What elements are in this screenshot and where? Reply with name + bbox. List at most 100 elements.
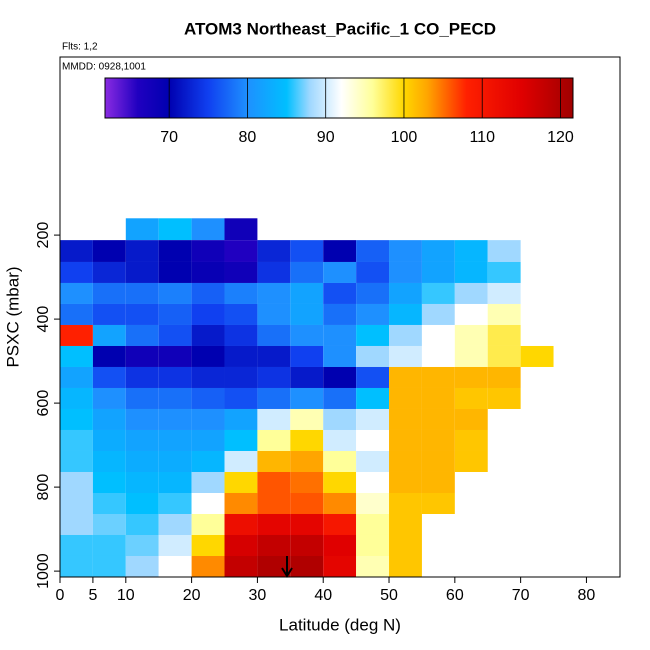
heat-cell bbox=[356, 324, 390, 346]
heat-cell bbox=[257, 345, 291, 367]
heat-cell bbox=[421, 345, 455, 367]
heat-cell bbox=[60, 555, 93, 577]
x-tick-label: 0 bbox=[56, 587, 65, 604]
heat-cell bbox=[323, 492, 357, 514]
heat-cell bbox=[323, 450, 357, 472]
heat-cell bbox=[92, 534, 126, 556]
heat-cell bbox=[257, 303, 291, 325]
heat-cell bbox=[323, 513, 357, 535]
heat-cell bbox=[92, 471, 126, 493]
y-tick-label: 1000 bbox=[35, 553, 52, 589]
heat-cell bbox=[421, 408, 455, 430]
heat-cell bbox=[421, 240, 455, 262]
heat-cell bbox=[389, 240, 422, 262]
heat-cell bbox=[224, 387, 258, 409]
heat-cell bbox=[92, 261, 126, 283]
heat-cell bbox=[356, 471, 390, 493]
heat-cell bbox=[389, 429, 422, 451]
heat-cell bbox=[323, 240, 357, 262]
heat-cell bbox=[92, 513, 126, 535]
heat-cell bbox=[224, 450, 258, 472]
heat-cell bbox=[60, 471, 93, 493]
heat-cell bbox=[125, 471, 159, 493]
heat-cell bbox=[290, 240, 324, 262]
heat-cell bbox=[389, 366, 422, 388]
heat-cell bbox=[158, 534, 192, 556]
heat-cell bbox=[224, 324, 258, 346]
heat-cell bbox=[191, 345, 225, 367]
heat-cell bbox=[454, 387, 488, 409]
heat-cell bbox=[421, 303, 455, 325]
heat-cell bbox=[487, 366, 521, 388]
heat-cell bbox=[290, 408, 324, 430]
heat-cell bbox=[290, 492, 324, 514]
heat-cell bbox=[356, 408, 390, 430]
heat-cell bbox=[158, 282, 192, 304]
heat-cell bbox=[60, 450, 93, 472]
heat-cell bbox=[421, 492, 455, 514]
heat-cell bbox=[290, 366, 324, 388]
heat-cell bbox=[421, 429, 455, 451]
heat-cell bbox=[487, 240, 521, 262]
heat-cell bbox=[290, 429, 324, 451]
heatmap bbox=[60, 218, 554, 577]
heat-cell bbox=[356, 282, 390, 304]
heat-cell bbox=[454, 429, 488, 451]
heat-cell bbox=[92, 555, 126, 577]
heat-cell bbox=[191, 240, 225, 262]
heat-cell bbox=[125, 429, 159, 451]
y-tick-label: 800 bbox=[35, 474, 52, 501]
heat-cell bbox=[454, 408, 488, 430]
location-arrow bbox=[281, 556, 293, 578]
heat-cell bbox=[421, 282, 455, 304]
heat-cell bbox=[158, 429, 192, 451]
heat-cell bbox=[257, 534, 291, 556]
heat-cell bbox=[125, 303, 159, 325]
heat-cell bbox=[487, 282, 521, 304]
heat-cell bbox=[60, 534, 93, 556]
heat-cell bbox=[60, 492, 93, 514]
y-tick-label: 600 bbox=[35, 390, 52, 417]
heat-cell bbox=[290, 555, 324, 577]
heat-cell bbox=[389, 492, 422, 514]
heat-cell bbox=[323, 303, 357, 325]
heat-cell bbox=[125, 555, 159, 577]
heat-cell bbox=[158, 261, 192, 283]
heat-cell bbox=[158, 387, 192, 409]
heat-cell bbox=[323, 282, 357, 304]
heat-cell bbox=[125, 513, 159, 535]
heat-cell bbox=[389, 450, 422, 472]
heat-cell bbox=[224, 282, 258, 304]
heat-cell bbox=[191, 387, 225, 409]
heat-cell bbox=[290, 324, 324, 346]
y-axis-label: PSXC (mbar) bbox=[3, 266, 22, 367]
x-tick-label: 40 bbox=[314, 587, 332, 604]
flights-label: Flts: 1,2 bbox=[62, 42, 98, 53]
dates-label: MMDD: 0928,1001 bbox=[62, 62, 146, 73]
plot-frame bbox=[59, 56, 621, 578]
heat-cell bbox=[257, 366, 291, 388]
heat-cell bbox=[191, 366, 225, 388]
heat-cell bbox=[257, 261, 291, 283]
heat-cell bbox=[158, 218, 192, 241]
heat-cell bbox=[191, 471, 225, 493]
heat-cell bbox=[60, 261, 93, 283]
heat-cell bbox=[323, 471, 357, 493]
heat-cell bbox=[224, 408, 258, 430]
heat-cell bbox=[257, 492, 291, 514]
heat-cell bbox=[257, 555, 291, 577]
heat-cell bbox=[224, 303, 258, 325]
heat-cell bbox=[92, 429, 126, 451]
heat-cell bbox=[92, 492, 126, 514]
heat-cell bbox=[257, 282, 291, 304]
heat-cell bbox=[257, 408, 291, 430]
heat-cell bbox=[290, 303, 324, 325]
heat-cell bbox=[191, 282, 225, 304]
x-tick-label: 70 bbox=[512, 587, 530, 604]
heat-cell bbox=[224, 366, 258, 388]
heat-cell bbox=[389, 345, 422, 367]
x-tick-label: 50 bbox=[380, 587, 398, 604]
heat-cell bbox=[389, 408, 422, 430]
heat-cell bbox=[60, 387, 93, 409]
